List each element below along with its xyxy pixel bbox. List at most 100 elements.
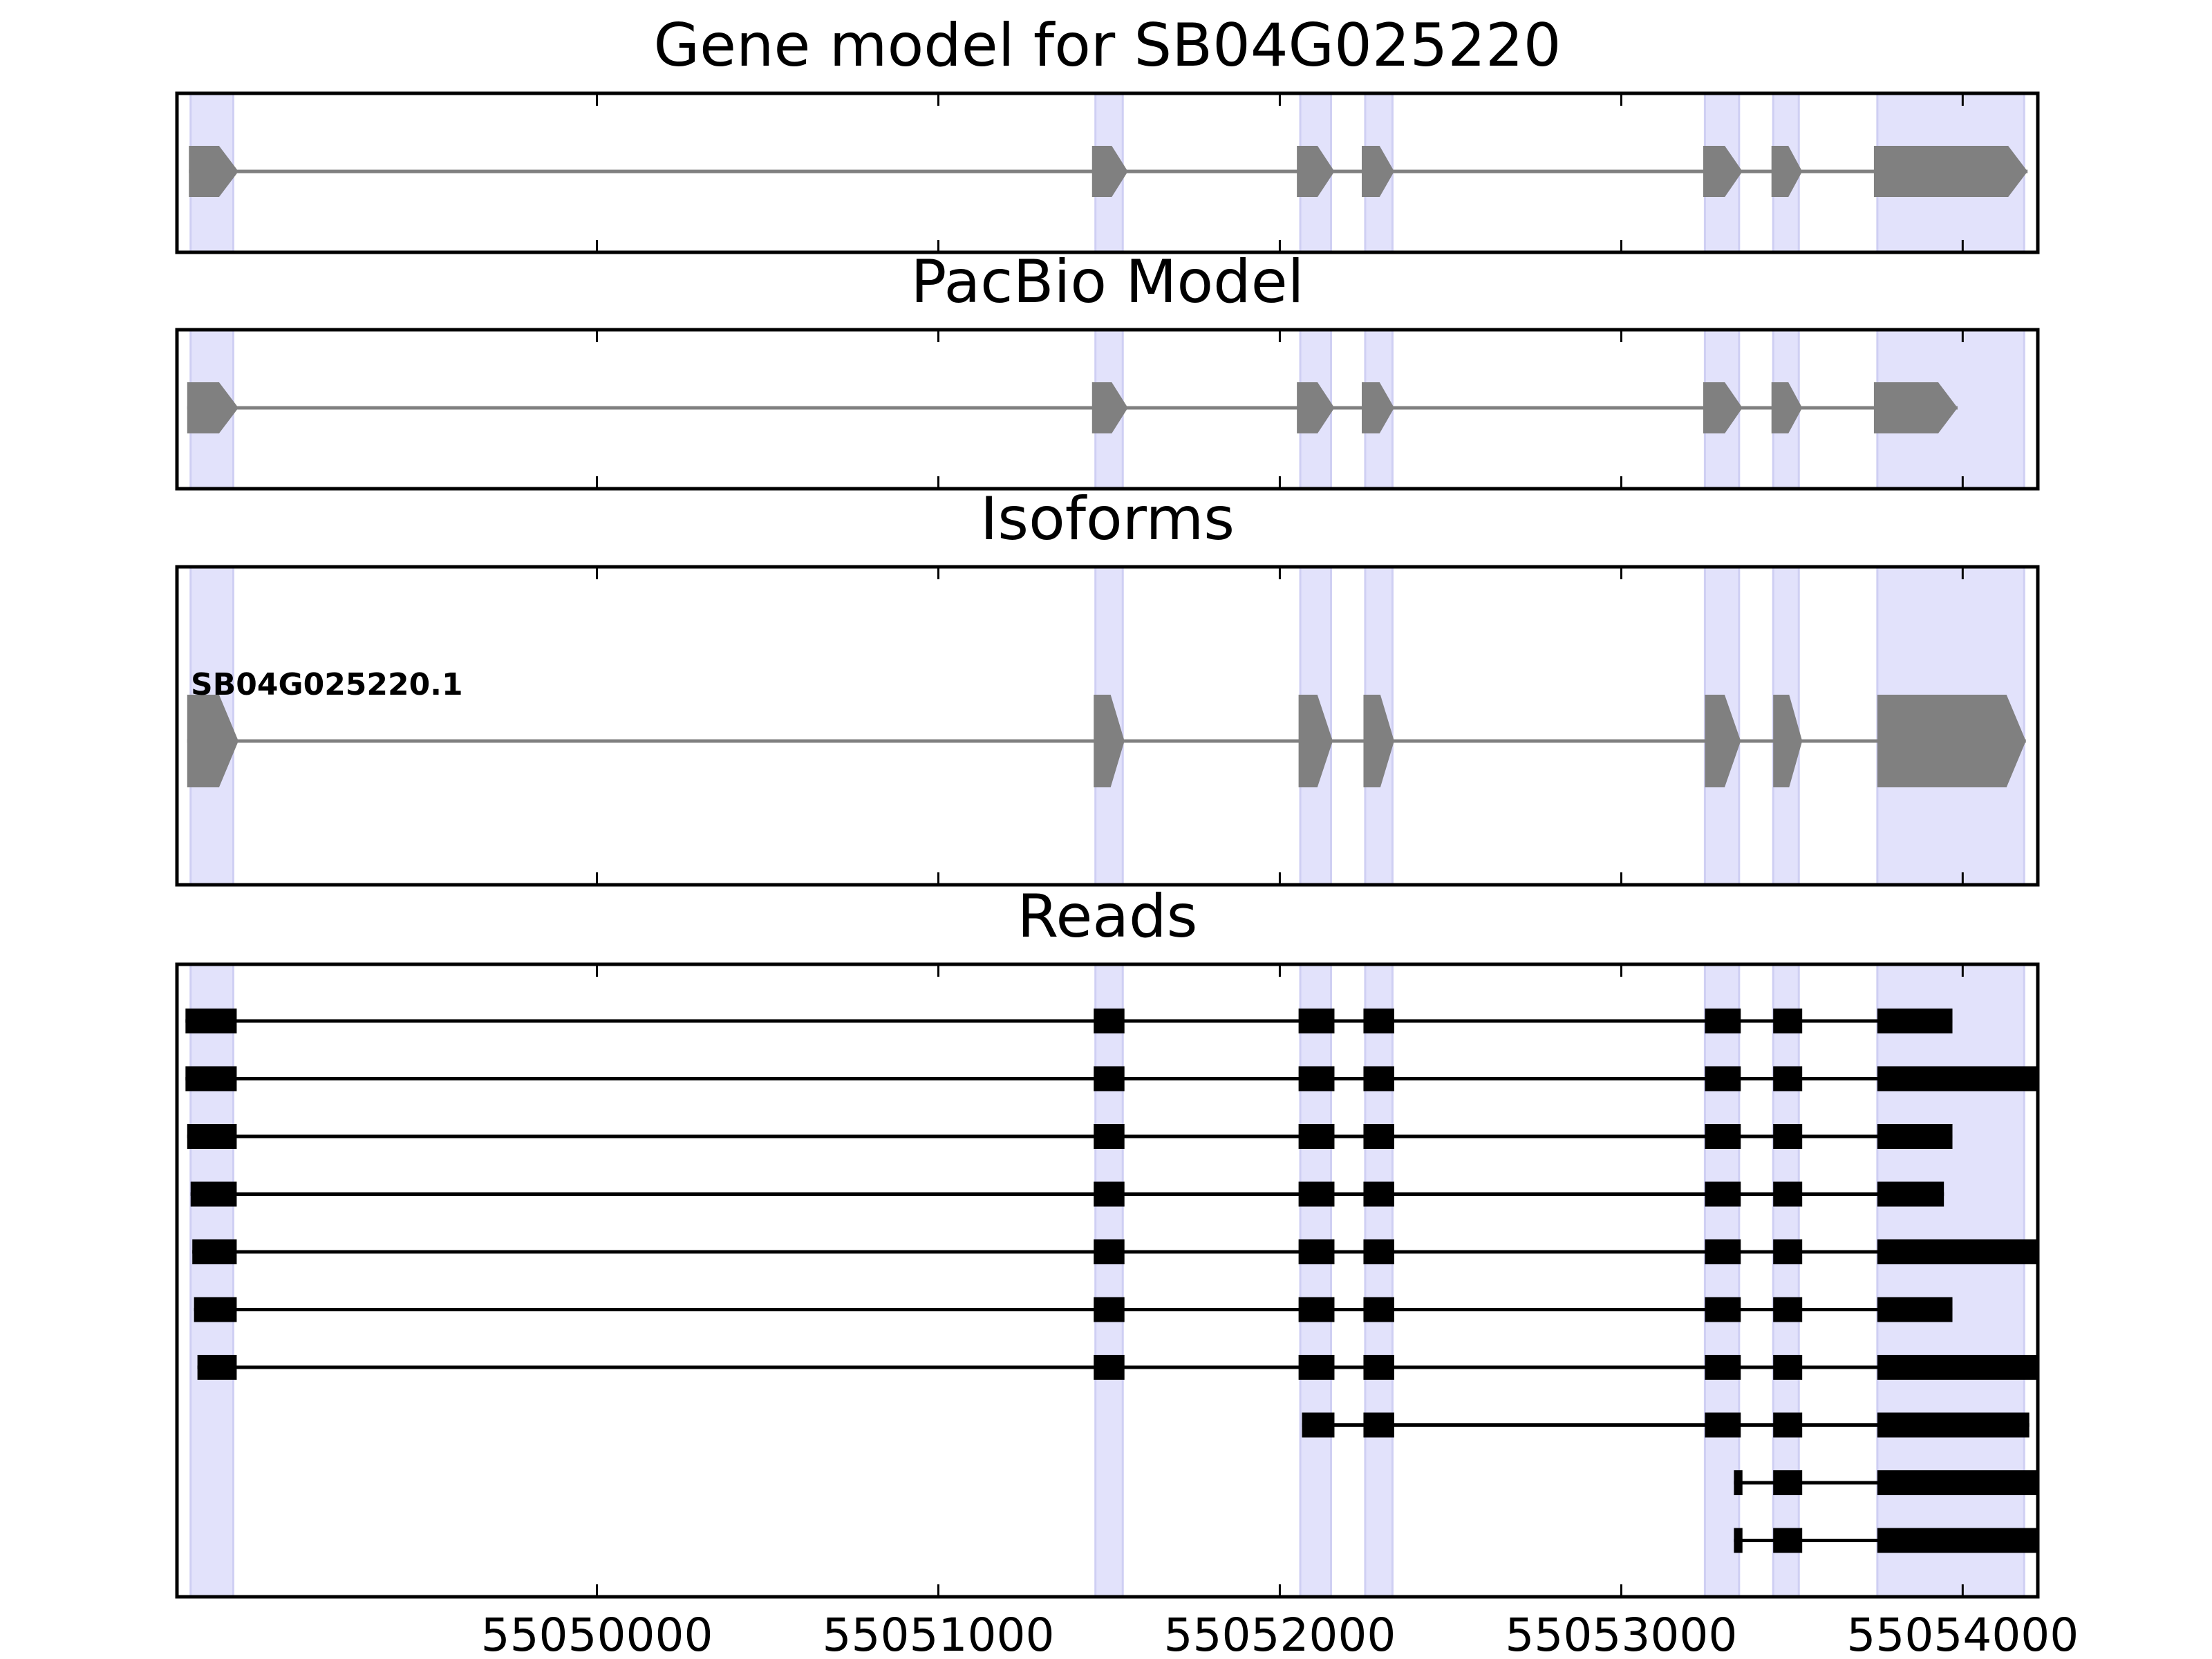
panel-title-isoforms: Isoforms — [980, 485, 1235, 554]
panel-frame-isoforms — [175, 565, 2040, 887]
read-10 — [1734, 1528, 2038, 1553]
read-5-exon-4 — [1363, 1239, 1394, 1264]
read-3-exon-4 — [1363, 1124, 1394, 1149]
x-tick-label-2: 55051000 — [823, 1609, 1055, 1659]
read-10-exon-1 — [1734, 1528, 1743, 1553]
read-2-exon-4 — [1363, 1066, 1394, 1091]
read-7 — [197, 1355, 2038, 1380]
read-7-exon-7 — [1877, 1355, 2038, 1380]
read-8-exon-1 — [1302, 1412, 1335, 1438]
read-4-exon-7 — [1877, 1181, 1944, 1207]
read-10-exon-3 — [1877, 1528, 2038, 1553]
panel-title-reads: Reads — [1018, 882, 1198, 951]
read-1-exon-3 — [1298, 1009, 1335, 1033]
read-1-exon-1 — [185, 1009, 237, 1033]
pacbio-model-exon-2 — [1091, 382, 1128, 433]
read-1-exon-2 — [1094, 1009, 1125, 1033]
read-1-exon-4 — [1363, 1009, 1394, 1033]
read-5-exon-6 — [1773, 1239, 1803, 1264]
read-7-exon-2 — [1094, 1355, 1125, 1380]
panel-frame-reads — [175, 962, 2040, 1599]
read-4-exon-3 — [1298, 1181, 1335, 1207]
highlight-band-2 — [1094, 964, 1124, 1597]
read-8-exon-3 — [1705, 1412, 1741, 1438]
read-6-exon-2 — [1094, 1297, 1125, 1322]
pacbio-model-exon-3 — [1297, 382, 1335, 433]
isoform-1-exon-6 — [1773, 695, 1803, 787]
pacbio-model-exon-1 — [187, 382, 238, 433]
read-10-exon-2 — [1773, 1528, 1803, 1553]
read-3-exon-1 — [187, 1124, 237, 1149]
x-tick-label-5: 55054000 — [1846, 1609, 2079, 1659]
isoform-label: SB04G025220.1 — [191, 667, 463, 702]
read-6-exon-3 — [1298, 1297, 1335, 1322]
read-3-exon-6 — [1773, 1124, 1803, 1149]
isoform-1-exon-1 — [187, 695, 238, 787]
highlight-band-7 — [1876, 964, 2025, 1597]
read-5-exon-2 — [1094, 1239, 1125, 1264]
read-4-exon-2 — [1094, 1181, 1125, 1207]
read-1 — [185, 1009, 1953, 1033]
panel-plot-area-reads — [185, 964, 2038, 1597]
panel-title-pacbio-model: PacBio Model — [910, 247, 1304, 317]
read-2-exon-2 — [1094, 1066, 1125, 1091]
x-tick-label-4: 55053000 — [1505, 1609, 1737, 1659]
pacbio-model-exon-7 — [1873, 382, 1958, 433]
read-7-exon-4 — [1363, 1355, 1394, 1380]
highlight-band-4 — [1364, 964, 1394, 1597]
gene-model-exon-5 — [1703, 146, 1743, 197]
highlight-band-1 — [189, 964, 235, 1597]
panel-title-gene-model: Gene model for SB04G025220 — [654, 11, 1562, 80]
read-6-exon-7 — [1877, 1297, 1953, 1322]
read-4 — [190, 1181, 1944, 1207]
gene-model-exon-6 — [1771, 146, 1803, 197]
read-5-exon-5 — [1705, 1239, 1741, 1264]
read-6-exon-4 — [1363, 1297, 1394, 1322]
gene-model-exon-7 — [1873, 146, 2028, 197]
read-1-exon-5 — [1705, 1009, 1741, 1033]
read-5-exon-7 — [1877, 1239, 2038, 1264]
x-tick-label-1: 55050000 — [481, 1609, 713, 1659]
read-7-exon-3 — [1298, 1355, 1335, 1380]
read-2-exon-7 — [1877, 1066, 2038, 1091]
read-7-exon-1 — [197, 1355, 237, 1380]
isoform-1-exon-5 — [1705, 695, 1741, 787]
read-8-exon-4 — [1773, 1412, 1803, 1438]
isoform-1-exon-3 — [1298, 695, 1333, 787]
panel-reads: Reads — [175, 882, 2040, 1599]
panel-gene-model: Gene model for SB04G025220 — [175, 11, 2040, 254]
panel-frame-pacbio-model — [175, 328, 2040, 491]
pacbio-model-exon-6 — [1771, 382, 1803, 433]
read-8-exon-5 — [1877, 1412, 2030, 1438]
panel-plot-area-isoforms — [187, 567, 2026, 885]
read-1-exon-6 — [1773, 1009, 1803, 1033]
highlight-band-6 — [1772, 964, 1800, 1597]
read-3-exon-2 — [1094, 1124, 1125, 1149]
highlight-band-3 — [1299, 964, 1333, 1597]
read-2-exon-1 — [185, 1066, 237, 1091]
read-2-exon-5 — [1705, 1066, 1741, 1091]
isoform-1-exon-2 — [1094, 695, 1125, 787]
panels: Gene model for SB04G025220 PacBio Model Is… — [175, 11, 2079, 1659]
read-2-exon-6 — [1773, 1066, 1803, 1091]
read-6 — [194, 1297, 1953, 1322]
read-5-exon-1 — [192, 1239, 237, 1264]
highlight-band-5 — [1703, 964, 1741, 1597]
read-9 — [1734, 1470, 2038, 1495]
read-9-exon-2 — [1773, 1470, 1803, 1495]
panel-plot-area-pacbio-model — [187, 330, 2025, 489]
read-4-exon-6 — [1773, 1181, 1803, 1207]
read-5-exon-3 — [1298, 1239, 1335, 1264]
pacbio-model-exon-5 — [1703, 382, 1743, 433]
read-7-exon-6 — [1773, 1355, 1803, 1380]
panel-frame-gene-model — [175, 91, 2040, 254]
panel-isoforms: Isoforms SB04G025220.1 — [175, 485, 2040, 887]
read-6-exon-6 — [1773, 1297, 1803, 1322]
read-3-exon-3 — [1298, 1124, 1335, 1149]
panel-pacbio-model: PacBio Model — [175, 247, 2040, 491]
read-9-exon-3 — [1877, 1470, 2038, 1495]
x-tick-label-3: 55052000 — [1163, 1609, 1396, 1659]
gene-model-exon-4 — [1361, 146, 1394, 197]
read-6-exon-5 — [1705, 1297, 1741, 1322]
